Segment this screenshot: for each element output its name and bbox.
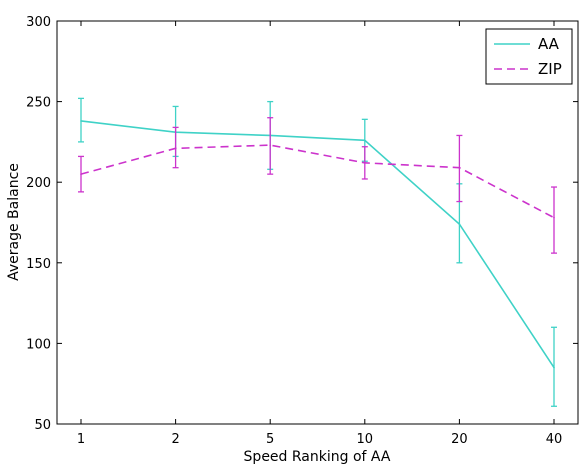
x-tick-label: 20 bbox=[451, 432, 468, 447]
series-layer bbox=[78, 97, 557, 407]
x-tick-label: 10 bbox=[357, 432, 374, 447]
x-axis: 1 2 5 10 20 40 bbox=[77, 21, 562, 447]
y-tick-label: 100 bbox=[26, 337, 51, 352]
plot-area bbox=[56, 20, 579, 425]
legend-label-zip: ZIP bbox=[538, 60, 562, 78]
y-tick-label: 250 bbox=[26, 96, 51, 111]
data-point-zip bbox=[364, 162, 366, 164]
data-point-aa bbox=[458, 223, 461, 225]
x-tick-label: 1 bbox=[77, 432, 85, 447]
x-tick-label: 40 bbox=[546, 432, 563, 447]
x-axis-title: Speed Ranking of AA bbox=[244, 449, 391, 465]
legend-label-aa: AA bbox=[538, 35, 560, 53]
y-tick-label: 200 bbox=[26, 176, 51, 191]
y-tick-label: 150 bbox=[26, 257, 51, 272]
data-point-zip bbox=[174, 147, 177, 150]
x-tick-label: 5 bbox=[266, 432, 274, 447]
series-line-zip bbox=[80, 144, 555, 219]
data-point-aa bbox=[364, 139, 366, 142]
legend-box bbox=[485, 28, 573, 85]
data-point-zip bbox=[269, 144, 272, 146]
series-line-aa bbox=[80, 120, 555, 369]
x-tick-label: 2 bbox=[171, 432, 179, 447]
legend: AA ZIP bbox=[485, 28, 573, 85]
data-point-zip bbox=[80, 173, 82, 175]
y-tick-label: 300 bbox=[26, 15, 51, 30]
data-point-zip bbox=[458, 166, 461, 169]
data-point-zip bbox=[553, 216, 555, 219]
y-axis-title: Average Balance bbox=[6, 163, 22, 281]
data-point-aa bbox=[80, 120, 82, 122]
y-tick-label: 50 bbox=[34, 418, 51, 433]
y-axis: 50 100 150 200 250 300 bbox=[26, 15, 578, 433]
data-point-aa bbox=[553, 366, 555, 369]
